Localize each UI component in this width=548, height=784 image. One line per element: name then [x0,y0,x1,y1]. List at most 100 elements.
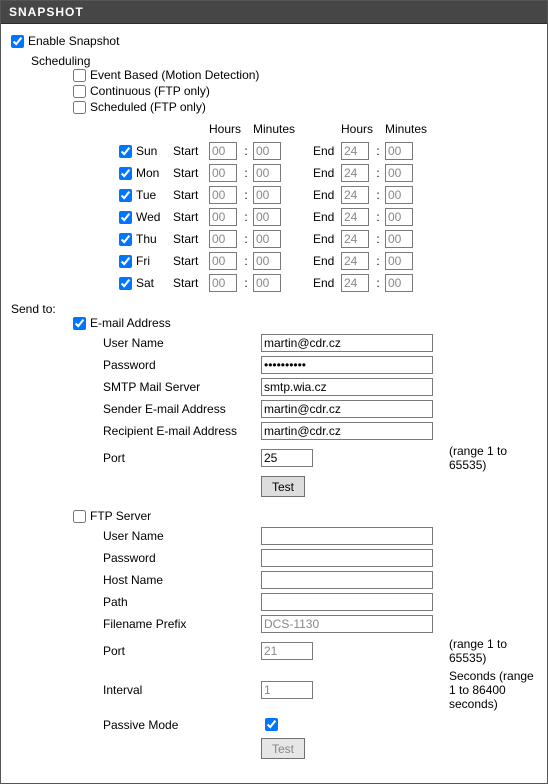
email-user-input[interactable] [261,334,433,352]
day-mon-checkbox[interactable] [119,167,132,180]
ftp-path-label: Path [103,595,253,609]
col-end-hours: Hours [341,122,371,137]
time-sep: : [239,188,253,202]
day-mon-end-hours[interactable] [341,164,369,182]
day-sun-end-minutes[interactable] [385,142,413,160]
end-label: End [313,232,341,246]
ftp-prefix-label: Filename Prefix [103,617,253,631]
day-tue-start-hours[interactable] [209,186,237,204]
ftp-user-label: User Name [103,529,253,543]
ftp-prefix-input[interactable] [261,615,433,633]
day-tue-label: Tue [136,188,156,202]
day-sat-end-hours[interactable] [341,274,369,292]
ftp-label: FTP Server [90,509,151,523]
day-mon-start-hours[interactable] [209,164,237,182]
time-sep: : [239,232,253,246]
time-sep: : [239,166,253,180]
ftp-form: User Name Password Host Name Path Filena… [103,527,537,759]
col-start-hours: Hours [209,122,239,137]
day-tue-end-hours[interactable] [341,186,369,204]
ftp-user-input[interactable] [261,527,433,545]
time-sep: : [239,210,253,224]
email-to-label: Recipient E-mail Address [103,424,253,438]
scheduled-checkbox[interactable] [73,101,86,114]
day-fri-checkbox[interactable] [119,255,132,268]
ftp-host-input[interactable] [261,571,433,589]
day-wed-end-hours[interactable] [341,208,369,226]
email-form: User Name Password SMTP Mail Server Send… [103,334,537,497]
ftp-port-hint: (range 1 to 65535) [449,637,537,665]
email-smtp-input[interactable] [261,378,433,396]
day-fri-start-hours[interactable] [209,252,237,270]
ftp-passive-checkbox[interactable] [265,718,278,731]
start-label: Start [173,254,209,268]
time-sep: : [371,276,385,290]
schedule-row-wed: WedStart:End: [119,206,537,228]
day-wed-start-minutes[interactable] [253,208,281,226]
day-wed-label: Wed [136,210,160,224]
day-sun-end-hours[interactable] [341,142,369,160]
end-label: End [313,188,341,202]
ftp-port-input[interactable] [261,642,313,660]
email-to-input[interactable] [261,422,433,440]
email-pass-input[interactable] [261,356,433,374]
day-mon-start-minutes[interactable] [253,164,281,182]
col-start-minutes: Minutes [253,122,283,137]
day-thu-checkbox[interactable] [119,233,132,246]
day-sat-checkbox[interactable] [119,277,132,290]
schedule-row-thu: ThuStart:End: [119,228,537,250]
ftp-pass-label: Password [103,551,253,565]
day-sat-start-hours[interactable] [209,274,237,292]
email-checkbox[interactable] [73,317,86,330]
day-thu-start-hours[interactable] [209,230,237,248]
day-sun-start-minutes[interactable] [253,142,281,160]
ftp-interval-input[interactable] [261,681,313,699]
ftp-interval-label: Interval [103,683,253,697]
day-wed-end-minutes[interactable] [385,208,413,226]
day-thu-end-minutes[interactable] [385,230,413,248]
day-thu-end-hours[interactable] [341,230,369,248]
time-sep: : [371,254,385,268]
email-port-input[interactable] [261,449,313,467]
time-sep: : [371,166,385,180]
day-fri-start-minutes[interactable] [253,252,281,270]
schedule-row-fri: FriStart:End: [119,250,537,272]
schedule-header: Hours Minutes Hours Minutes [119,118,537,140]
day-fri-end-minutes[interactable] [385,252,413,270]
continuous-label: Continuous (FTP only) [90,84,210,98]
end-label: End [313,276,341,290]
email-from-input[interactable] [261,400,433,418]
time-sep: : [239,144,253,158]
day-wed-start-hours[interactable] [209,208,237,226]
day-tue-checkbox[interactable] [119,189,132,202]
ftp-pass-input[interactable] [261,549,433,567]
day-tue-start-minutes[interactable] [253,186,281,204]
schedule-row-sat: SatStart:End: [119,272,537,294]
day-wed-checkbox[interactable] [119,211,132,224]
day-sun-start-hours[interactable] [209,142,237,160]
day-sat-start-minutes[interactable] [253,274,281,292]
continuous-row: Continuous (FTP only) [73,84,537,98]
enable-snapshot-checkbox[interactable] [11,35,24,48]
event-based-checkbox[interactable] [73,69,86,82]
day-sat-end-minutes[interactable] [385,274,413,292]
day-sun-checkbox[interactable] [119,145,132,158]
start-label: Start [173,276,209,290]
ftp-passive-label: Passive Mode [103,718,253,732]
day-thu-start-minutes[interactable] [253,230,281,248]
ftp-host-label: Host Name [103,573,253,587]
day-fri-end-hours[interactable] [341,252,369,270]
day-mon-end-minutes[interactable] [385,164,413,182]
email-user-label: User Name [103,336,253,350]
ftp-test-button[interactable]: Test [261,738,305,759]
time-sep: : [371,232,385,246]
email-test-button[interactable]: Test [261,476,305,497]
ftp-checkbox[interactable] [73,510,86,523]
start-label: Start [173,210,209,224]
continuous-checkbox[interactable] [73,85,86,98]
time-sep: : [239,254,253,268]
day-thu-label: Thu [136,232,157,246]
panel-title: SNAPSHOT [9,5,84,19]
ftp-path-input[interactable] [261,593,433,611]
day-tue-end-minutes[interactable] [385,186,413,204]
